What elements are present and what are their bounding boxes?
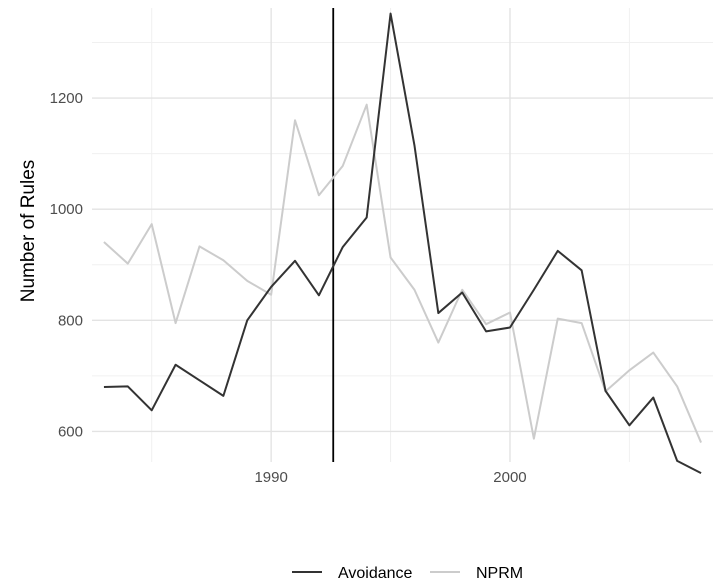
y-tick-label: 1000 [50,201,83,218]
legend: Avoidance NPRM [292,565,523,580]
legend-label-nprm: NPRM [476,565,523,580]
tick-labels: 600 800 1000 1200 1990 2000 [50,90,527,486]
x-tick-label: 2000 [493,469,526,486]
grid [92,8,713,462]
x-tick-label: 1990 [254,469,287,486]
y-axis-title: Number of Rules [18,160,39,303]
series-line-nprm [103,103,702,443]
y-tick-label: 600 [58,423,83,440]
y-tick-label: 1200 [50,90,83,107]
series-line-avoidance [103,12,702,475]
legend-label-avoidance: Avoidance [338,565,413,580]
series-layer [103,12,702,475]
y-tick-label: 800 [58,312,83,329]
